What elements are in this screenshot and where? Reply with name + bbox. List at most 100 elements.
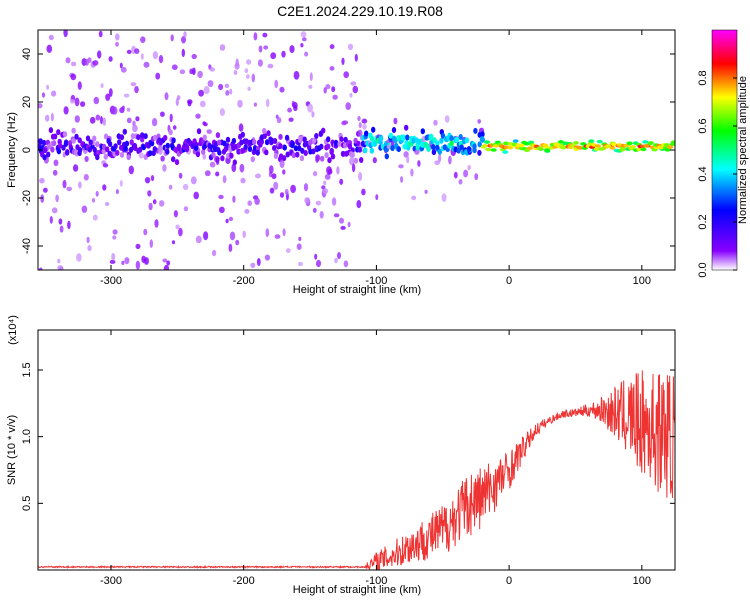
heatmap-core-point — [480, 144, 487, 149]
heatmap-scatter-point — [214, 155, 220, 163]
heatmap-scatter-point — [312, 171, 318, 177]
heatmap-core-point — [158, 139, 163, 146]
heatmap-core-point — [77, 150, 82, 157]
heatmap-scatter-point — [135, 260, 141, 270]
heatmap-core-point — [272, 138, 278, 144]
heatmap-core-point — [324, 152, 329, 159]
heatmap-core-point — [330, 153, 336, 160]
heatmap-core-point — [201, 149, 206, 155]
heatmap-core-point — [232, 159, 237, 166]
heatmap-scatter-point — [331, 86, 336, 93]
heatmap-scatter-point — [474, 173, 479, 181]
snr-y-exponent: (x10⁴) — [7, 315, 19, 345]
snr-x-ticks: -300 -200 -100 0 100 — [100, 330, 651, 587]
heatmap-scatter-point — [76, 253, 82, 262]
heatmap-core-point — [92, 146, 97, 153]
heatmap-scatter-point — [111, 253, 116, 261]
heatmap-core-point — [401, 134, 406, 141]
heatmap-scatter-point — [135, 243, 141, 250]
heatmap-scatter-point — [126, 107, 131, 112]
heatmap-scatter-point — [345, 102, 352, 110]
heatmap-core-point — [363, 147, 368, 154]
heatmap-core-point — [220, 155, 225, 162]
heatmap-core-point — [122, 128, 128, 135]
y-tick-label: 1.0 — [21, 429, 33, 444]
heatmap-scatter-point — [229, 231, 236, 241]
figure-title: C2E1.2024.229.10.19.R08 — [277, 3, 443, 19]
y-tick-label: -40 — [21, 238, 33, 254]
heatmap-core-point — [42, 154, 47, 161]
heatmap-scatter-point — [231, 163, 237, 173]
heatmap-core-point — [184, 144, 190, 150]
heatmap-core-point — [171, 156, 176, 163]
heatmap-scatter-point — [43, 187, 48, 193]
heatmap-core-point — [262, 127, 267, 134]
heatmap-scatter-point — [322, 188, 329, 194]
heatmap-scatter-point — [162, 164, 167, 172]
heatmap-core-point — [115, 149, 120, 156]
heatmap-scatter-point — [225, 90, 230, 96]
heatmap-scatter-point — [315, 154, 321, 162]
heatmap-scatter-point — [126, 49, 132, 55]
heatmap-core-point — [255, 149, 260, 156]
heatmap-scatter-point — [119, 180, 123, 187]
heatmap-scatter-point — [176, 95, 181, 101]
heatmap-scatter-point — [74, 97, 80, 107]
heatmap-core-point — [353, 157, 359, 164]
heatmap-scatter-point — [361, 118, 368, 124]
y-tick-label: 0.5 — [21, 496, 33, 511]
heatmap-scatter-point — [287, 107, 292, 113]
heatmap-scatter-point — [319, 211, 324, 219]
heatmap-scatter-point — [229, 88, 233, 95]
heatmap-scatter-point — [81, 205, 88, 213]
heatmap-core-point — [117, 139, 122, 146]
heatmap-core-point — [326, 143, 331, 150]
heatmap-core-point — [95, 154, 100, 161]
heatmap-scatter-point — [247, 86, 251, 92]
heatmap-scatter-point — [357, 115, 361, 122]
heatmap-scatter-point — [328, 168, 333, 175]
heatmap-core-point — [320, 155, 325, 162]
heatmap-scatter-point — [100, 83, 104, 89]
heatmap-scatter-point — [181, 48, 185, 58]
heatmap-core-point — [458, 134, 463, 140]
heatmap-core-point — [647, 141, 654, 146]
heatmap-core-point — [123, 145, 128, 152]
heatmap-core-point — [92, 135, 97, 142]
heatmap-core-point — [160, 155, 165, 162]
heatmap-core-point — [252, 139, 257, 146]
heatmap-scatter-point — [269, 187, 275, 194]
heatmap-core-point — [71, 127, 76, 134]
heatmap-scatter-point — [288, 117, 294, 122]
heatmap-scatter-point — [158, 55, 164, 64]
heatmap-scatter-point — [274, 234, 281, 239]
heatmap-core-point — [38, 138, 43, 145]
heatmap-scatter-point — [93, 96, 100, 105]
y-tick-label: 0 — [21, 147, 33, 153]
heatmap-scatter-point — [212, 249, 217, 257]
heatmap-core-point — [396, 135, 401, 141]
heatmap-scatter-point — [224, 83, 230, 88]
heatmap-scatter-point — [154, 219, 159, 228]
heatmap-scatter-point — [169, 113, 173, 123]
heatmap-scatter-point — [63, 106, 69, 115]
heatmap-core-point — [359, 157, 364, 163]
heatmap-core-point — [281, 155, 287, 162]
heatmap-core-point — [222, 140, 227, 147]
snr-y-label: SNR (10 * v/v) — [6, 415, 18, 485]
heatmap-core-point — [77, 137, 82, 144]
heatmap-core-point — [484, 140, 490, 144]
heatmap-core-point — [95, 141, 100, 148]
heatmap-scatter-point — [356, 200, 362, 209]
heatmap-scatter-point — [71, 61, 77, 67]
heatmap-core-point — [439, 137, 444, 144]
heatmap-core-point — [284, 134, 290, 141]
heatmap-scatter-point — [244, 68, 249, 74]
heatmap-core-point — [295, 151, 300, 158]
heatmap-scatter-point — [92, 60, 99, 66]
heatmap-scatter-point — [453, 171, 458, 179]
heatmap-scatter-point — [274, 79, 279, 89]
heatmap-core-point — [314, 133, 319, 139]
heatmap-scatter-point — [183, 31, 187, 38]
heatmap-scatter-point — [257, 59, 263, 67]
